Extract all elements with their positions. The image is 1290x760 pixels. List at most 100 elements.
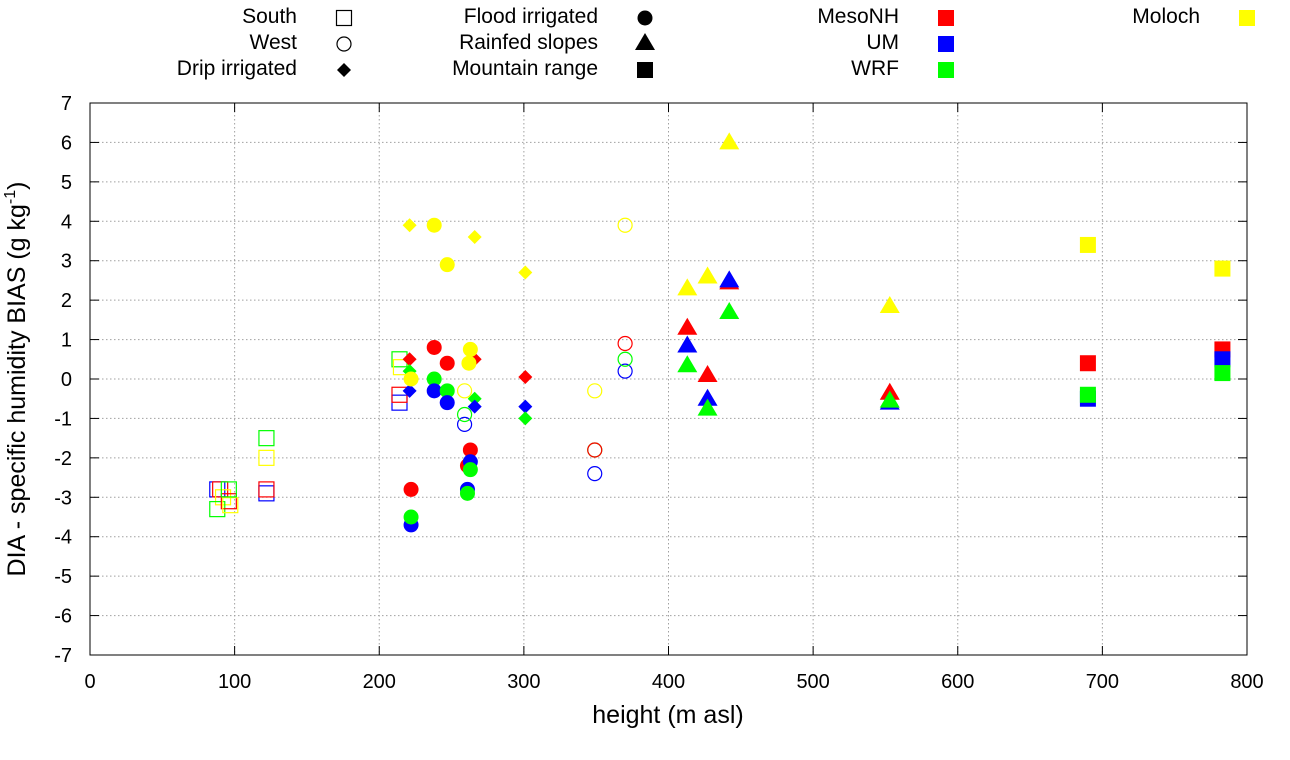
data-point-mountain-range-moloch <box>1079 236 1096 253</box>
data-point-west-wrf <box>617 351 633 367</box>
legend-marker-circle <box>637 10 653 26</box>
y-tick-label: -5 <box>54 566 72 588</box>
x-tick-label: 0 <box>84 671 95 693</box>
data-point-south-mesonh <box>258 481 275 498</box>
data-point-rainfed-slopes-um <box>677 335 698 353</box>
data-point-mountain-range-um <box>1214 351 1231 368</box>
data-point-flood-irrigated-wrf <box>439 383 455 399</box>
data-point-drip-irrigated-um <box>402 383 417 398</box>
y-tick-label: 2 <box>61 290 72 312</box>
y-tick-label: -3 <box>54 487 72 509</box>
x-tick-label: 800 <box>1230 671 1263 693</box>
data-point-drip-irrigated-mesonh <box>518 370 533 385</box>
data-point-west-mesonh <box>617 335 633 352</box>
data-point-flood-irrigated-mesonh <box>426 339 442 355</box>
legend-label: Drip irrigated <box>177 57 297 80</box>
legend: South West Drip irrigated Flood irrigated Ra… <box>177 5 1255 80</box>
data-point-drip-irrigated-moloch <box>518 265 533 280</box>
y-tick-label: -4 <box>54 527 72 549</box>
data-point-rainfed-slopes-mesonh <box>677 317 698 335</box>
data-point-flood-irrigated-um <box>426 383 442 399</box>
data-point-south-wrf <box>220 481 237 498</box>
axis-ticks: 0 100 200 300 400 500 600 700 800 -7 -6 -5 -4 -3 -2 -1 0… <box>54 93 1263 693</box>
legend-marker-circle-open <box>336 36 352 52</box>
data-point-mountain-range-wrf <box>1214 365 1231 382</box>
data-point-rainfed-slopes-wrf <box>697 398 718 416</box>
data-point-rainfed-slopes-moloch <box>879 296 900 314</box>
y-axis-label-close: ) <box>3 182 31 190</box>
y-tick-label: -1 <box>54 408 72 430</box>
x-tick-label: 700 <box>1086 671 1119 693</box>
data-point-flood-irrigated-mesonh <box>439 355 455 371</box>
data-point-mountain-range-wrf <box>1079 386 1096 403</box>
data-point-south-moloch <box>258 449 275 466</box>
data-point-rainfed-slopes-moloch <box>677 278 698 296</box>
legend-swatch-wrf <box>938 62 954 78</box>
data-point-flood-irrigated-um <box>439 395 455 411</box>
x-axis-label: height (m asl) <box>592 701 743 729</box>
data-point-flood-irrigated-moloch <box>439 257 455 273</box>
data-point-rainfed-slopes-moloch <box>719 132 740 150</box>
data-point-west-moloch <box>456 383 473 399</box>
y-tick-label: 7 <box>61 93 72 115</box>
y-axis-label: DIA - specific humidity BIAS (g kg-1) <box>2 182 31 577</box>
x-tick-label: 500 <box>796 671 829 693</box>
legend-label: Rainfed slopes <box>459 31 598 54</box>
x-tick-label: 300 <box>507 671 540 693</box>
data-point-west-wrf <box>456 406 473 423</box>
data-point-flood-irrigated-wrf <box>426 371 442 387</box>
grid-lines <box>90 103 1247 655</box>
data-point-rainfed-slopes-um <box>697 388 718 406</box>
data-point-west-moloch <box>617 217 633 233</box>
x-tick-label: 400 <box>652 671 685 693</box>
legend-label: MesoNH <box>817 5 899 28</box>
data-point-flood-irrigated-mesonh <box>403 481 419 497</box>
y-tick-label: -7 <box>54 645 72 667</box>
legend-marker-square-open <box>335 9 353 27</box>
x-tick-label: 600 <box>941 671 974 693</box>
data-point-rainfed-slopes-wrf <box>879 390 900 408</box>
data-point-rainfed-slopes-um <box>719 270 740 288</box>
legend-marker-diamond <box>337 63 351 77</box>
data-point-west-um <box>617 363 633 379</box>
data-point-west-mesonh <box>587 442 603 458</box>
data-point-drip-irrigated-moloch <box>467 230 482 245</box>
legend-label: Flood irrigated <box>464 5 598 28</box>
data-point-flood-irrigated-wrf <box>459 485 475 501</box>
data-point-rainfed-slopes-wrf <box>719 301 740 319</box>
x-tick-label: 100 <box>218 671 251 693</box>
y-tick-label: 1 <box>61 330 72 352</box>
legend-swatch-um <box>938 36 954 52</box>
y-axis-label-superscript: -1 <box>2 190 19 204</box>
data-point-south-mesonh <box>220 493 237 510</box>
legend-swatch-moloch <box>1239 10 1255 26</box>
data-point-rainfed-slopes-wrf <box>677 355 698 373</box>
data-point-west-um <box>456 416 473 432</box>
data-point-south-wrf <box>258 430 275 447</box>
data-point-south-um <box>258 485 275 502</box>
y-tick-label: -2 <box>54 448 72 470</box>
y-tick-label: 5 <box>61 172 72 194</box>
data-point-west-um <box>587 466 603 482</box>
legend-swatch-mesonh <box>938 10 954 26</box>
legend-marker-square <box>637 62 653 78</box>
data-point-drip-irrigated-um <box>467 399 482 414</box>
legend-label: Mountain range <box>452 57 598 80</box>
y-tick-label: 3 <box>61 251 72 273</box>
data-point-flood-irrigated-moloch <box>461 355 477 371</box>
data-point-flood-irrigated-moloch <box>403 371 419 387</box>
data-point-rainfed-slopes-moloch <box>697 266 718 284</box>
legend-label: South <box>242 5 297 28</box>
y-tick-label: 4 <box>61 211 72 233</box>
data-point-drip-irrigated-um <box>518 399 533 414</box>
y-tick-label: -6 <box>54 606 72 628</box>
data-point-flood-irrigated-wrf <box>462 462 478 478</box>
data-point-mountain-range-moloch <box>1214 260 1231 277</box>
data-point-flood-irrigated-moloch <box>462 341 478 357</box>
data-point-south-moloch <box>222 497 239 514</box>
data-point-drip-irrigated-mesonh <box>402 352 417 367</box>
legend-label: WRF <box>851 57 899 80</box>
y-tick-label: 0 <box>61 369 72 391</box>
data-point-flood-irrigated-wrf <box>403 509 419 525</box>
